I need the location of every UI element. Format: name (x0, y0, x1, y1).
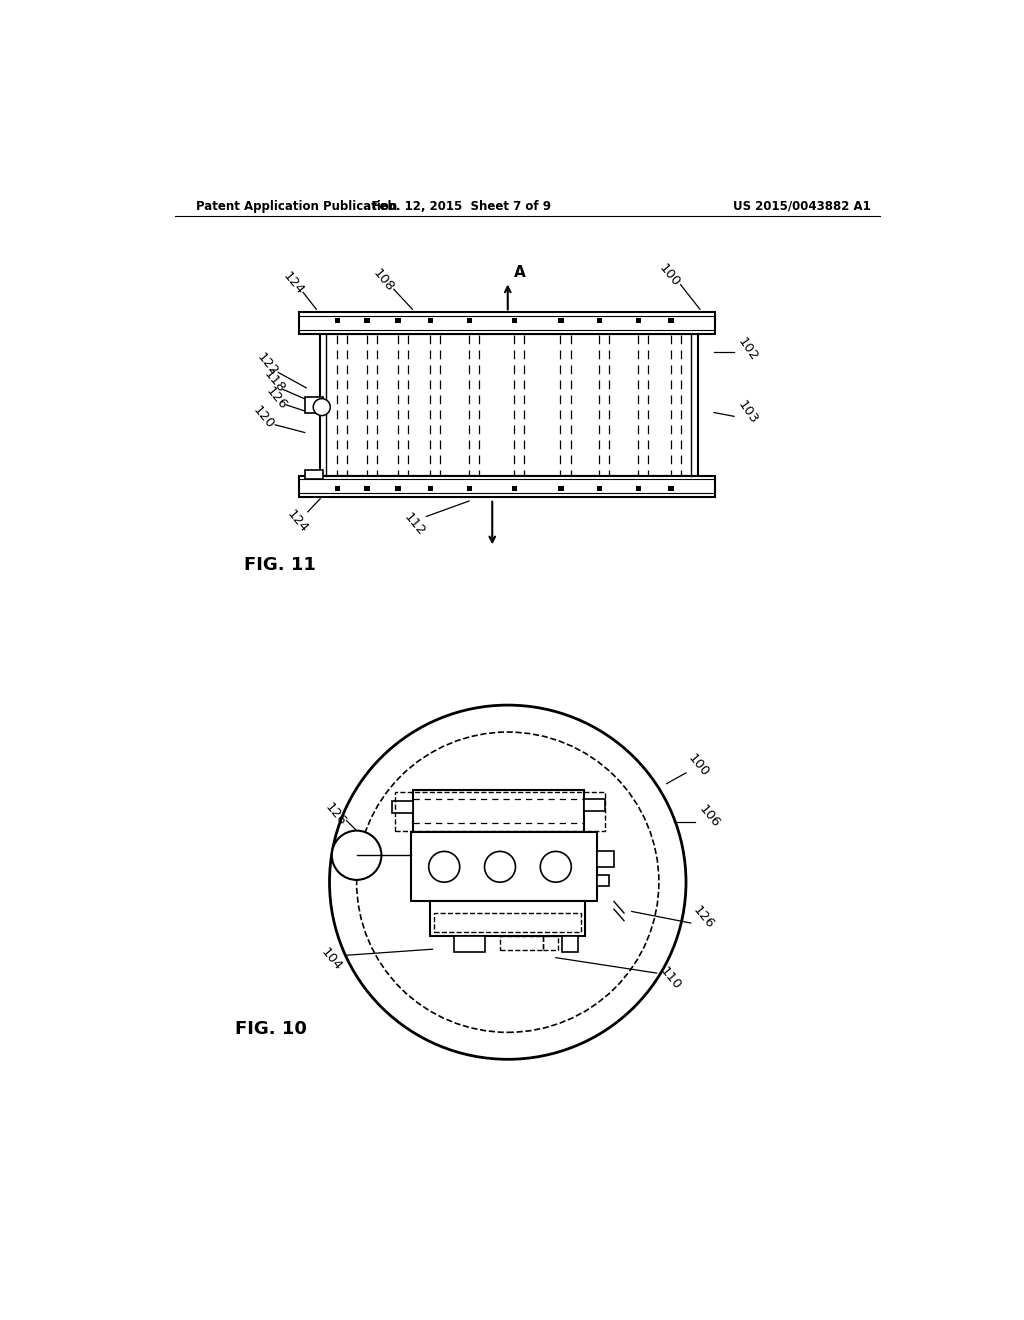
Text: 112: 112 (401, 511, 428, 539)
Text: 124: 124 (280, 269, 306, 297)
Text: 102: 102 (735, 335, 761, 363)
Bar (597, 318, 602, 323)
Bar (305, 470, 324, 479)
Circle shape (429, 851, 460, 882)
Text: 103: 103 (735, 399, 761, 426)
Circle shape (541, 851, 571, 882)
Bar (365, 486, 370, 491)
Text: 120: 120 (251, 403, 276, 432)
Bar (558, 486, 563, 491)
Bar (321, 334, 697, 475)
Text: 124: 124 (284, 508, 310, 536)
Bar (299, 313, 716, 334)
Circle shape (313, 399, 331, 416)
Bar (584, 799, 605, 810)
Bar (428, 486, 433, 491)
Bar (414, 789, 584, 832)
Bar (558, 318, 563, 323)
Text: 126: 126 (690, 904, 716, 932)
Bar (500, 936, 543, 950)
Text: 100: 100 (685, 751, 712, 779)
Bar (305, 397, 324, 412)
Text: 110: 110 (657, 965, 684, 993)
Bar (543, 936, 558, 950)
Text: 100: 100 (655, 261, 682, 289)
Text: 106: 106 (696, 803, 722, 830)
Circle shape (332, 830, 381, 880)
Bar (428, 318, 433, 323)
Text: Patent Application Publication: Patent Application Publication (197, 199, 397, 213)
Bar (512, 486, 517, 491)
Text: Feb. 12, 2015  Sheet 7 of 9: Feb. 12, 2015 Sheet 7 of 9 (372, 199, 551, 213)
Text: FIG. 11: FIG. 11 (245, 556, 316, 574)
Bar (467, 318, 472, 323)
Text: 126: 126 (323, 800, 349, 829)
Bar (597, 875, 608, 886)
Bar (597, 486, 602, 491)
Bar (391, 801, 414, 813)
Bar (365, 318, 370, 323)
Bar (597, 851, 614, 867)
Text: A: A (514, 265, 525, 280)
Text: 118: 118 (261, 368, 288, 396)
Circle shape (484, 851, 515, 882)
Bar (636, 318, 641, 323)
Bar (335, 486, 340, 491)
Bar (395, 318, 400, 323)
Bar (467, 486, 472, 491)
Bar (395, 486, 400, 491)
Text: 108: 108 (371, 267, 397, 294)
Text: FIG. 10: FIG. 10 (234, 1019, 307, 1038)
Bar (411, 832, 597, 902)
Bar (512, 318, 517, 323)
Bar (454, 936, 484, 952)
Bar (434, 913, 582, 932)
Text: 122: 122 (254, 351, 281, 379)
Bar (394, 792, 605, 830)
Circle shape (330, 705, 686, 1059)
Text: US 2015/0043882 A1: US 2015/0043882 A1 (733, 199, 871, 213)
Bar (299, 475, 716, 498)
Text: 104: 104 (318, 945, 344, 973)
Bar (335, 318, 340, 323)
Bar (430, 902, 586, 936)
Bar (562, 936, 578, 952)
Text: 126: 126 (263, 384, 290, 413)
Bar (669, 318, 674, 323)
Bar (669, 486, 674, 491)
Bar (636, 486, 641, 491)
